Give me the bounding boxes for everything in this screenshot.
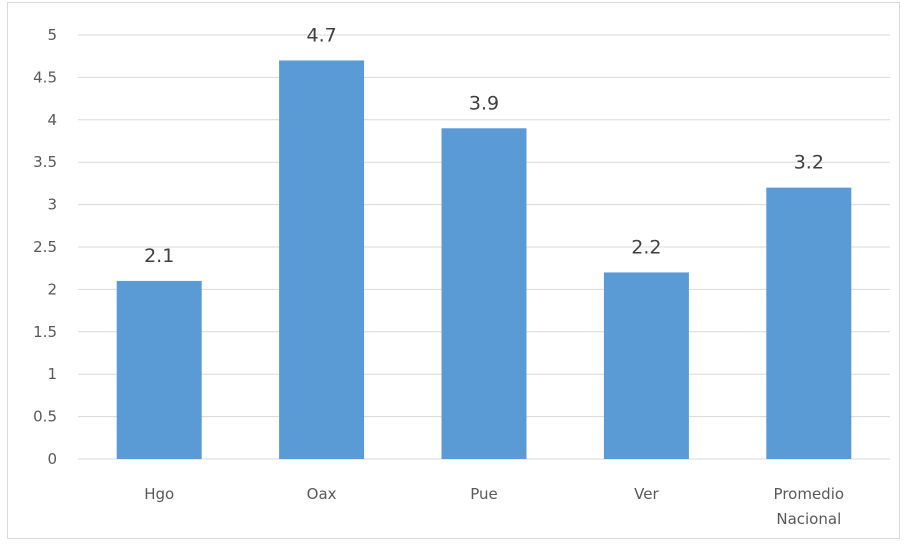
data-label: 4.7 [306, 24, 336, 46]
y-tick-label: 2.5 [33, 238, 57, 256]
data-label: 3.9 [469, 92, 499, 114]
y-tick-label: 2 [47, 280, 57, 298]
y-tick-label: 3 [47, 196, 57, 214]
y-tick-label: 5 [47, 26, 57, 44]
y-tick-label: 1 [47, 365, 57, 383]
x-axis-tick-labels: Hgo Oax Pue Ver Promedio Nacional [144, 485, 844, 528]
x-tick-label: Ver [634, 485, 659, 503]
x-tick-label: Pue [470, 485, 498, 503]
x-tick-label: Promedio [774, 485, 845, 503]
bar [116, 280, 202, 459]
y-tick-label: 3.5 [33, 153, 57, 171]
bar [603, 272, 689, 459]
data-label: 2.1 [144, 245, 174, 267]
y-tick-label: 0 [47, 450, 57, 468]
x-tick-label: Oax [307, 485, 337, 503]
y-axis-tick-labels: 0 0.5 1 1.5 2 2.5 3 3.5 4 4.5 5 [33, 26, 57, 468]
bar [441, 128, 527, 459]
y-tick-label: 0.5 [33, 408, 57, 426]
y-tick-label: 1.5 [33, 323, 57, 341]
x-tick-label: Hgo [144, 485, 174, 503]
gridlines [78, 34, 890, 460]
y-tick-label: 4 [47, 111, 57, 129]
data-labels: 2.1 4.7 3.9 2.2 3.2 [144, 24, 824, 266]
data-label: 2.2 [631, 236, 661, 258]
x-tick-label: Nacional [776, 510, 841, 528]
y-tick-label: 4.5 [33, 68, 57, 86]
bar [766, 187, 852, 459]
bars [116, 60, 852, 459]
data-label: 3.2 [794, 152, 824, 174]
bar [279, 60, 365, 459]
